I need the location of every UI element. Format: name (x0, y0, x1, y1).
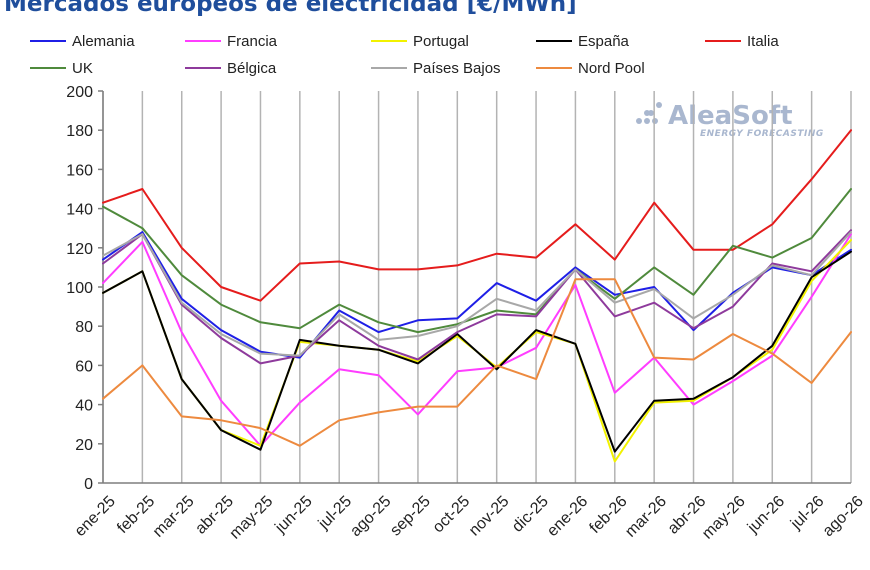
y-tick-label: 80 (75, 319, 93, 336)
y-tick-label: 40 (75, 398, 93, 415)
x-tick-label: ene-26 (544, 493, 591, 540)
series-line-bélgica (102, 229, 852, 365)
legend-item: Portugal (371, 30, 469, 52)
y-tick-label: 140 (66, 202, 93, 219)
series-line-italia (102, 129, 852, 302)
y-tick-label: 160 (66, 162, 93, 179)
legend-swatch (536, 67, 572, 69)
x-tick-label: sep-25 (387, 493, 434, 540)
series-line-francia (102, 233, 852, 447)
series-line-españa (102, 250, 852, 453)
x-tick-label: ago-25 (347, 493, 394, 540)
legend-label: Portugal (413, 32, 469, 50)
x-tick-label: ene-25 (72, 493, 119, 540)
legend-swatch (30, 40, 66, 42)
y-tick-label: 60 (75, 358, 93, 375)
x-tick-label: jun-25 (272, 493, 316, 537)
x-tick-label: oct-25 (430, 493, 474, 537)
legend-label: Nord Pool (578, 59, 645, 77)
legend-item: Bélgica (185, 57, 276, 79)
legend-swatch (185, 40, 221, 42)
x-tick-label: ago-26 (820, 493, 867, 540)
aleasoft-dots-logo (636, 102, 662, 124)
legend-item: Francia (185, 30, 277, 52)
legend-item: Alemania (30, 30, 135, 52)
x-tick-label: may-26 (699, 493, 749, 543)
legend-label: Francia (227, 32, 278, 50)
legend-item: Nord Pool (536, 57, 645, 79)
x-tick-label: may-25 (227, 493, 277, 543)
watermark-brand: AleaSoft (668, 101, 793, 131)
y-tick-label: 180 (66, 123, 93, 140)
legend-label: Bélgica (227, 59, 277, 77)
series-line-países-bajos (102, 231, 852, 357)
legend-label: Alemania (72, 32, 135, 50)
x-tick-label: mar-26 (622, 493, 670, 541)
legend-swatch (705, 40, 741, 42)
legend-label: Países Bajos (413, 59, 501, 77)
watermark-tagline: ENERGY FORECASTING (700, 129, 824, 139)
legend-item: Italia (705, 30, 779, 52)
series-line-uk (102, 188, 852, 334)
legend-label: UK (72, 59, 93, 77)
x-tick-label: nov-25 (466, 493, 513, 540)
legend-label: España (578, 32, 629, 50)
legend-item: Países Bajos (371, 57, 501, 79)
legend-swatch (371, 67, 407, 69)
y-tick-label: 120 (66, 241, 93, 258)
x-tick-label: mar-25 (150, 493, 198, 541)
legend-swatch (371, 40, 407, 42)
aleasoft-watermark: AleaSoft ENERGY FORECASTING (636, 101, 824, 139)
y-tick-label: 200 (66, 84, 93, 101)
series-line-alemania (102, 231, 852, 359)
legend-label: Italia (747, 32, 779, 50)
legend-swatch (536, 40, 572, 42)
series-line-nord-pool (102, 278, 852, 447)
y-tick-label: 0 (84, 476, 93, 493)
legend-swatch (30, 67, 66, 69)
x-tick-label: jun-26 (744, 493, 788, 537)
chart-title: Mercados europeos de electricidad [€/MWh… (4, 0, 577, 17)
y-tick-label: 100 (66, 280, 93, 297)
legend: Alemania Francia Portugal España Italia UK Bél… (30, 30, 850, 82)
legend-item: UK (30, 57, 93, 79)
legend-swatch (185, 67, 221, 69)
legend-item: España (536, 30, 629, 52)
y-tick-label: 20 (75, 437, 93, 454)
